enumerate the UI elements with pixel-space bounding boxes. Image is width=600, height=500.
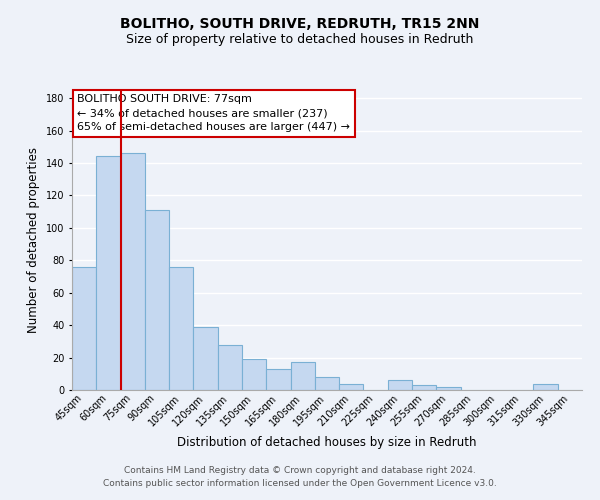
Bar <box>145 210 169 390</box>
Bar <box>218 344 242 390</box>
Bar <box>169 267 193 390</box>
Bar <box>290 362 315 390</box>
Text: BOLITHO SOUTH DRIVE: 77sqm
← 34% of detached houses are smaller (237)
65% of sem: BOLITHO SOUTH DRIVE: 77sqm ← 34% of deta… <box>77 94 350 132</box>
Bar <box>242 359 266 390</box>
Bar <box>388 380 412 390</box>
Bar <box>121 153 145 390</box>
Text: BOLITHO, SOUTH DRIVE, REDRUTH, TR15 2NN: BOLITHO, SOUTH DRIVE, REDRUTH, TR15 2NN <box>121 18 479 32</box>
Bar <box>436 387 461 390</box>
Bar <box>412 385 436 390</box>
Bar <box>72 267 96 390</box>
X-axis label: Distribution of detached houses by size in Redruth: Distribution of detached houses by size … <box>177 436 477 449</box>
Text: Size of property relative to detached houses in Redruth: Size of property relative to detached ho… <box>127 32 473 46</box>
Bar <box>533 384 558 390</box>
Bar <box>339 384 364 390</box>
Bar <box>315 377 339 390</box>
Bar <box>266 369 290 390</box>
Bar <box>193 327 218 390</box>
Bar <box>96 156 121 390</box>
Text: Contains HM Land Registry data © Crown copyright and database right 2024.
Contai: Contains HM Land Registry data © Crown c… <box>103 466 497 487</box>
Y-axis label: Number of detached properties: Number of detached properties <box>28 147 40 333</box>
